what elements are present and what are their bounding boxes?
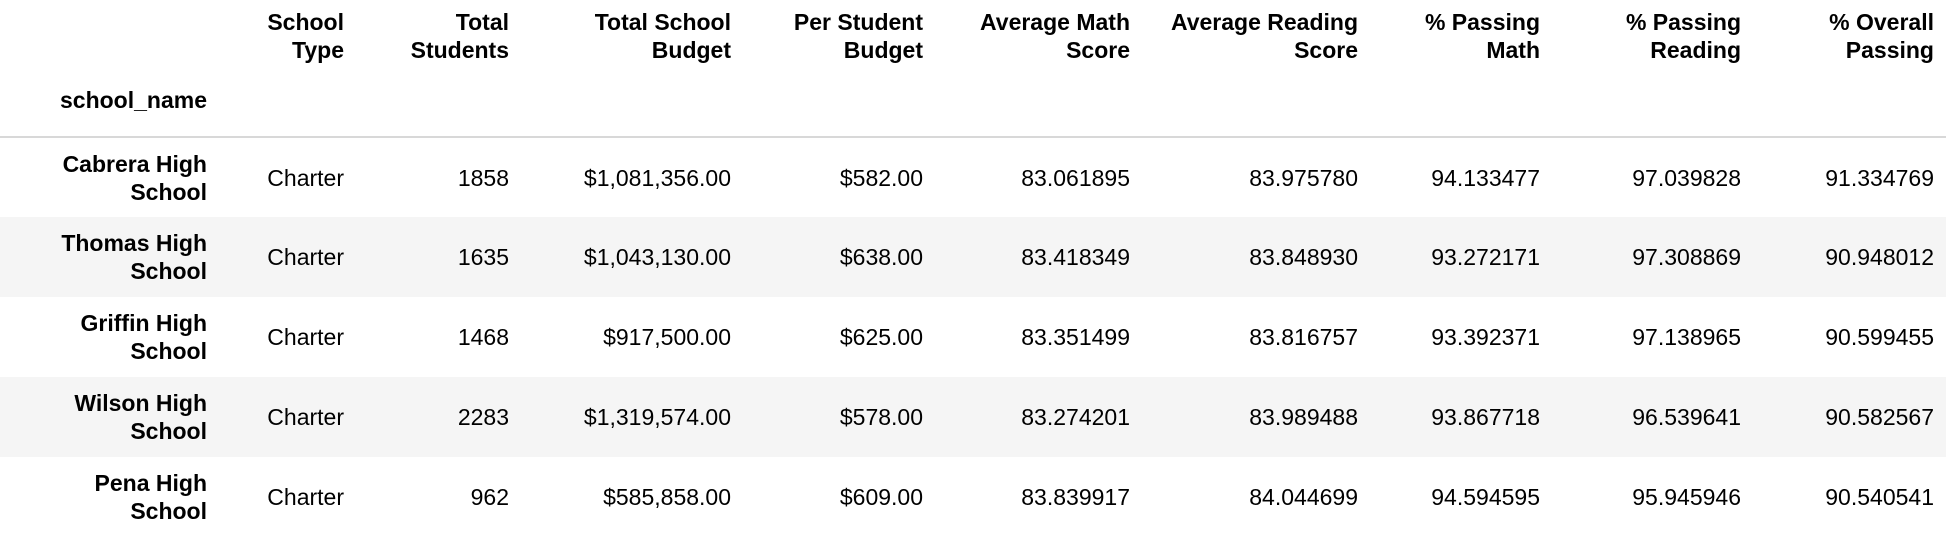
cell-average-math-score: 83.418349 bbox=[1021, 244, 1130, 270]
cell-per-student-budget: $638.00 bbox=[839, 244, 923, 270]
column-header-school-type: School Type bbox=[267, 9, 344, 63]
cell-total-school-budget: $917,500.00 bbox=[603, 324, 731, 350]
cell-per-student-budget: $582.00 bbox=[839, 164, 923, 191]
column-header-average-math-score: Average Math Score bbox=[980, 9, 1130, 63]
cell-passing-reading: 97.039828 bbox=[1632, 164, 1741, 191]
cell-passing-reading: 97.308869 bbox=[1632, 244, 1741, 270]
table-row: Pena High School Charter 962 $585,858.00… bbox=[0, 457, 1946, 537]
cell-average-math-score: 83.839917 bbox=[1021, 484, 1130, 510]
cell-passing-math: 93.867718 bbox=[1431, 404, 1540, 430]
index-name-row: school_name bbox=[0, 84, 1946, 138]
row-index-school-name: Pena High School bbox=[94, 470, 207, 524]
cell-overall-passing: 90.582567 bbox=[1825, 404, 1934, 430]
table-row: Cabrera High School Charter 1858 $1,081,… bbox=[0, 137, 1946, 217]
cell-overall-passing: 90.599455 bbox=[1825, 324, 1934, 350]
cell-average-math-score: 83.061895 bbox=[1021, 164, 1130, 191]
cell-total-students: 1468 bbox=[457, 324, 509, 350]
cell-overall-passing: 91.334769 bbox=[1825, 164, 1934, 191]
cell-passing-reading: 95.945946 bbox=[1632, 484, 1741, 510]
cell-average-reading-score: 83.816757 bbox=[1249, 324, 1358, 350]
cell-total-school-budget: $1,081,356.00 bbox=[583, 164, 731, 191]
column-header-overall-passing: % Overall Passing bbox=[1829, 9, 1934, 63]
cell-total-students: 2283 bbox=[457, 404, 509, 430]
cell-total-school-budget: $1,043,130.00 bbox=[583, 244, 731, 270]
cell-overall-passing: 90.948012 bbox=[1825, 244, 1934, 270]
column-header-total-students: Total Students bbox=[410, 9, 509, 63]
row-index-school-name: Cabrera High School bbox=[62, 150, 207, 205]
cell-school-type: Charter bbox=[267, 404, 344, 430]
cell-school-type: Charter bbox=[267, 484, 344, 510]
column-header-per-student-budget: Per Student Budget bbox=[793, 9, 923, 63]
cell-overall-passing: 90.540541 bbox=[1825, 484, 1934, 510]
cell-average-math-score: 83.274201 bbox=[1021, 404, 1130, 430]
cell-school-type: Charter bbox=[267, 164, 344, 191]
cell-passing-math: 93.392371 bbox=[1431, 324, 1540, 350]
index-name-header: school_name bbox=[0, 84, 219, 138]
cell-school-type: Charter bbox=[267, 244, 344, 270]
table-body: Cabrera High School Charter 1858 $1,081,… bbox=[0, 137, 1946, 537]
cell-total-students: 1858 bbox=[457, 164, 509, 191]
cell-average-reading-score: 83.989488 bbox=[1249, 404, 1358, 430]
cell-passing-reading: 97.138965 bbox=[1632, 324, 1741, 350]
table-header: School Type Total Students Total School … bbox=[0, 0, 1946, 138]
row-index-school-name: Griffin High School bbox=[80, 310, 207, 364]
cell-passing-math: 93.272171 bbox=[1431, 244, 1540, 270]
cell-total-students: 962 bbox=[470, 484, 509, 510]
table-row: Griffin High School Charter 1468 $917,50… bbox=[0, 297, 1946, 377]
column-header-passing-math: % Passing Math bbox=[1424, 9, 1540, 63]
table-row: Thomas High School Charter 1635 $1,043,1… bbox=[0, 217, 1946, 297]
cell-per-student-budget: $625.00 bbox=[839, 324, 923, 350]
cell-total-students: 1635 bbox=[457, 244, 509, 270]
cell-average-reading-score: 83.975780 bbox=[1249, 164, 1358, 191]
column-header-row: School Type Total Students Total School … bbox=[0, 0, 1946, 84]
cell-passing-math: 94.133477 bbox=[1431, 164, 1540, 191]
row-index-school-name: Wilson High School bbox=[74, 390, 207, 444]
cell-total-school-budget: $585,858.00 bbox=[603, 484, 731, 510]
cell-per-student-budget: $609.00 bbox=[839, 484, 923, 510]
column-header-total-school-budget: Total School Budget bbox=[594, 9, 731, 63]
cell-passing-math: 94.594595 bbox=[1431, 484, 1540, 510]
row-index-school-name: Thomas High School bbox=[61, 230, 207, 284]
cell-total-school-budget: $1,319,574.00 bbox=[583, 404, 731, 430]
cell-average-reading-score: 84.044699 bbox=[1249, 484, 1358, 510]
cell-school-type: Charter bbox=[267, 324, 344, 350]
cell-average-reading-score: 83.848930 bbox=[1249, 244, 1358, 270]
cell-passing-reading: 96.539641 bbox=[1632, 404, 1741, 430]
column-header-passing-reading: % Passing Reading bbox=[1625, 9, 1741, 63]
cell-average-math-score: 83.351499 bbox=[1021, 324, 1130, 350]
index-corner-cell bbox=[0, 0, 219, 84]
table-row: Wilson High School Charter 2283 $1,319,5… bbox=[0, 377, 1946, 457]
column-header-average-reading-score: Average Reading Score bbox=[1170, 9, 1358, 63]
cell-per-student-budget: $578.00 bbox=[839, 404, 923, 430]
